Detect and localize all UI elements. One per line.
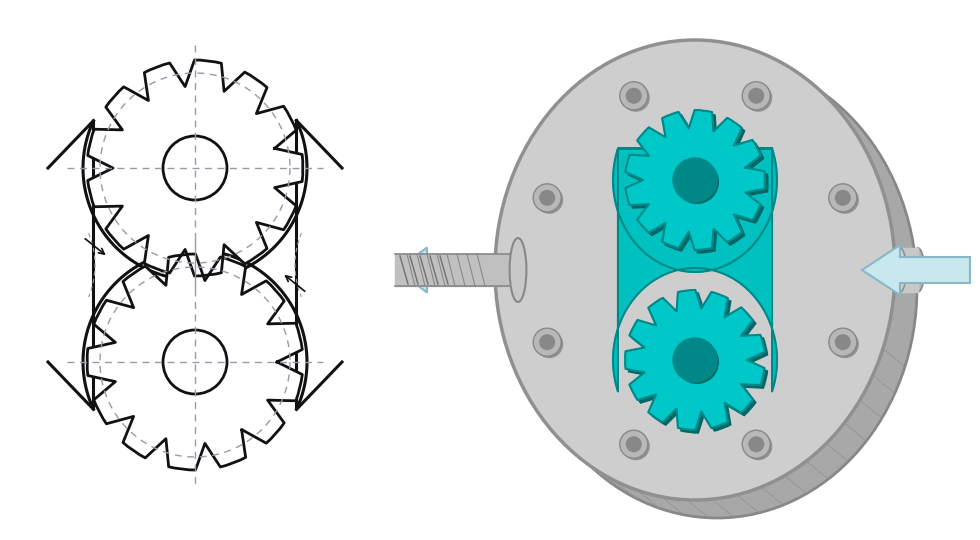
Circle shape <box>744 84 772 112</box>
Polygon shape <box>900 248 918 292</box>
Ellipse shape <box>517 58 917 518</box>
Ellipse shape <box>894 248 906 292</box>
Polygon shape <box>87 254 302 470</box>
Circle shape <box>742 82 770 110</box>
Ellipse shape <box>510 238 526 302</box>
Polygon shape <box>83 120 307 409</box>
Circle shape <box>835 190 851 206</box>
Circle shape <box>619 82 648 110</box>
Circle shape <box>675 340 719 384</box>
Circle shape <box>83 56 307 280</box>
Circle shape <box>829 184 857 212</box>
Polygon shape <box>395 254 518 286</box>
Circle shape <box>163 136 227 200</box>
Circle shape <box>831 186 858 214</box>
Circle shape <box>83 250 307 474</box>
Circle shape <box>675 160 719 204</box>
Circle shape <box>748 436 764 452</box>
Circle shape <box>744 432 772 460</box>
Ellipse shape <box>911 248 924 292</box>
Polygon shape <box>88 60 303 276</box>
Circle shape <box>163 330 227 394</box>
Polygon shape <box>613 148 777 392</box>
Circle shape <box>626 436 642 452</box>
Circle shape <box>626 88 642 104</box>
Circle shape <box>539 190 556 206</box>
FancyArrow shape <box>862 245 970 295</box>
Circle shape <box>539 334 556 350</box>
Bar <box>395 257 518 265</box>
Bar <box>395 256 518 264</box>
Circle shape <box>533 184 562 212</box>
Circle shape <box>621 84 650 112</box>
Bar <box>395 255 518 263</box>
Circle shape <box>673 158 717 202</box>
Circle shape <box>535 186 564 214</box>
Circle shape <box>748 88 764 104</box>
FancyArrow shape <box>397 247 485 293</box>
Ellipse shape <box>495 40 895 500</box>
Circle shape <box>673 338 717 382</box>
Polygon shape <box>628 293 767 433</box>
Circle shape <box>835 334 851 350</box>
Circle shape <box>535 330 564 358</box>
Polygon shape <box>625 110 764 250</box>
Polygon shape <box>628 113 768 253</box>
Circle shape <box>742 430 770 458</box>
Bar <box>395 254 518 262</box>
Circle shape <box>831 330 858 358</box>
Circle shape <box>533 328 562 356</box>
Circle shape <box>829 328 857 356</box>
Circle shape <box>619 430 648 458</box>
Circle shape <box>621 432 650 460</box>
Polygon shape <box>625 290 764 430</box>
